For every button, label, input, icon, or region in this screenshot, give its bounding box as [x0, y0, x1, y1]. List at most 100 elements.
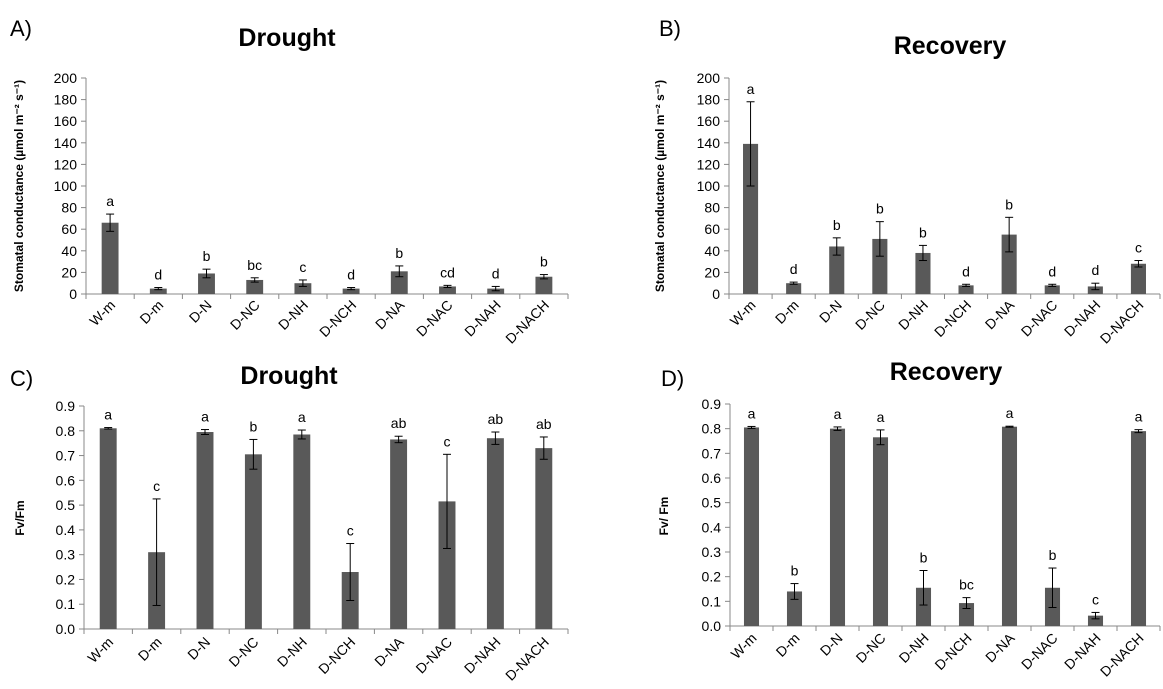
- y-axis-label: Fv/Fm: [13, 500, 27, 535]
- significance-letter: b: [1049, 547, 1057, 563]
- x-tick-label: D-NAH: [1061, 630, 1104, 673]
- bar: [743, 143, 759, 294]
- significance-letter: c: [299, 259, 306, 275]
- bar: [872, 238, 888, 294]
- chart-panel: D) Recovery Fv/ Fm 0.0 0.1 0.2 0.3 0.4 0.5 0.6 0.7…: [657, 358, 1161, 680]
- y-tick-label: 0.8: [702, 421, 722, 437]
- bar: [149, 288, 167, 294]
- x-tick-label: D-NACH: [502, 297, 552, 347]
- x-tick-label: D-NAC: [413, 297, 456, 340]
- x-tick-label: D-NCH: [316, 297, 359, 340]
- bar: [487, 288, 505, 294]
- y-tick-label: 40: [61, 243, 77, 259]
- x-tick-label: D-N: [184, 634, 213, 663]
- x-tick-label: D-N: [186, 297, 215, 326]
- y-tick-label: 80: [61, 200, 77, 216]
- y-tick-label: 40: [704, 243, 720, 259]
- bar: [786, 591, 803, 626]
- y-tick-label: 0: [712, 286, 720, 302]
- x-tick-label: D-NH: [895, 297, 931, 333]
- x-tick-label: D-NA: [371, 633, 407, 669]
- chart-panel: C) Drought Fv/Fm 0.0 0.1 0.2 0.3 0.4 0.5 0.6 0.7 0.…: [10, 362, 569, 684]
- significance-letter: a: [201, 409, 209, 425]
- y-tick-label: 100: [54, 178, 78, 194]
- bar: [1001, 234, 1017, 294]
- significance-letter: c: [1135, 240, 1142, 256]
- bar: [1087, 615, 1104, 626]
- significance-letter: bc: [247, 257, 262, 273]
- significance-letter: b: [203, 248, 211, 264]
- significance-letter: bc: [959, 577, 974, 593]
- bar: [1001, 426, 1018, 626]
- significance-letter: a: [104, 407, 112, 423]
- bar: [196, 432, 214, 629]
- y-tick-label: 180: [697, 92, 721, 108]
- x-tick-label: D-NC: [225, 634, 261, 670]
- y-tick-label: 180: [54, 92, 78, 108]
- y-tick-label: 140: [697, 135, 721, 151]
- bar: [390, 271, 408, 294]
- bar: [439, 286, 456, 294]
- bar: [915, 587, 932, 626]
- significance-letter: d: [154, 267, 162, 283]
- significance-letter: b: [250, 418, 258, 434]
- y-tick-label: 80: [704, 200, 720, 216]
- chart-title: Drought: [238, 24, 336, 52]
- x-tick-label: D-NACH: [502, 634, 552, 684]
- y-tick-label: 0.6: [56, 472, 76, 488]
- bar: [293, 434, 311, 629]
- bar: [438, 501, 456, 629]
- y-tick-label: 60: [61, 221, 77, 237]
- chart-title: Recovery: [894, 32, 1007, 60]
- y-axis-label: Fv/ Fm: [657, 497, 671, 536]
- chart-panel: B) Recovery Stomatal conductance (µmol m⁻²…: [653, 16, 1161, 347]
- bar: [915, 252, 931, 294]
- x-tick-label: D-NC: [852, 297, 888, 333]
- y-tick-label: 0.9: [702, 396, 722, 412]
- bar: [743, 427, 760, 626]
- x-tick-label: D-NAH: [1061, 297, 1104, 340]
- y-tick-label: 160: [54, 113, 78, 129]
- bar: [1044, 285, 1060, 294]
- significance-letter: cd: [440, 264, 455, 280]
- significance-letter: d: [962, 263, 970, 279]
- x-tick-label: D-NC: [227, 297, 263, 333]
- x-tick-label: D-m: [135, 634, 165, 664]
- y-tick-label: 0.9: [56, 398, 76, 414]
- x-tick-label: D-NH: [275, 297, 311, 333]
- y-tick-label: 200: [54, 70, 78, 86]
- panel-letter: D): [661, 366, 684, 391]
- x-tick-label: D-NACH: [1097, 297, 1147, 347]
- x-tick-label: D-NACH: [1097, 630, 1147, 680]
- x-tick-label: W-m: [728, 630, 760, 662]
- panel-letter: A): [10, 16, 32, 41]
- y-tick-label: 0.8: [56, 423, 76, 439]
- bar: [872, 437, 889, 626]
- significance-letter: c: [153, 478, 160, 494]
- y-axis-label: Stomatal conductance (µmol m⁻² s⁻¹): [653, 80, 667, 292]
- significance-letter: a: [834, 406, 842, 422]
- x-tick-label: D-NAC: [412, 634, 455, 677]
- bar: [1130, 431, 1147, 626]
- y-tick-label: 20: [61, 264, 77, 280]
- significance-letter: ab: [488, 411, 504, 427]
- x-tick-label: D-N: [816, 297, 845, 326]
- y-tick-label: 0.3: [56, 547, 76, 563]
- significance-letter: b: [791, 563, 799, 579]
- y-tick-label: 0.7: [702, 445, 722, 461]
- y-tick-label: 0.5: [702, 495, 722, 511]
- significance-letter: ab: [391, 415, 407, 431]
- panel-letter: C): [10, 366, 33, 391]
- x-tick-label: D-m: [773, 630, 803, 660]
- y-tick-label: 120: [54, 156, 78, 172]
- bar: [535, 276, 553, 294]
- bar: [342, 288, 360, 294]
- bar: [786, 283, 802, 294]
- significance-letter: a: [877, 409, 885, 425]
- bar: [294, 283, 312, 294]
- significance-letter: a: [298, 409, 306, 425]
- x-tick-label: D-NAH: [461, 297, 504, 340]
- x-tick-label: D-m: [136, 297, 166, 327]
